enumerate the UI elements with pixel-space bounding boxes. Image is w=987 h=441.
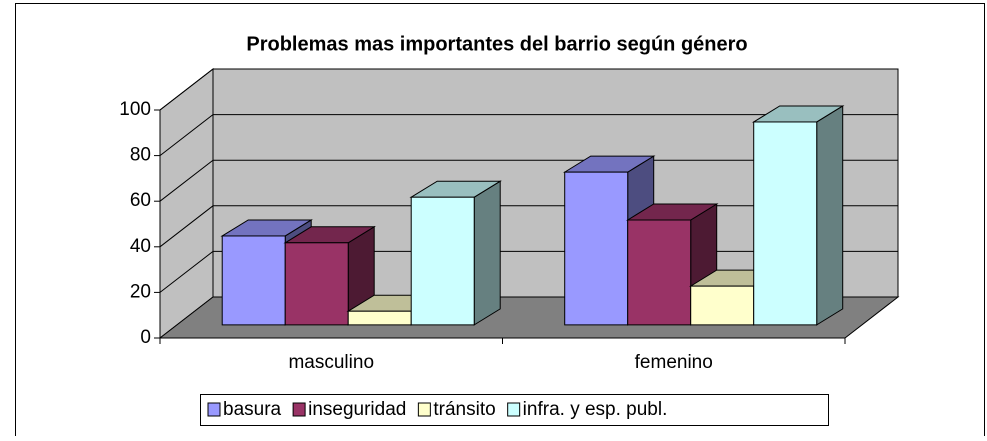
legend-label: tránsito [433,399,495,420]
bar [409,180,502,326]
bar-front [284,242,349,326]
bar-side [473,180,501,326]
legend-label: inseguridad [308,399,406,420]
bar-front [627,219,692,326]
grid-line [159,159,898,202]
y-tick-label: 80 [130,145,151,166]
bar-front [564,171,629,326]
x-tick-label: femenino [635,352,713,373]
bar-front [347,310,412,326]
y-tick-label: 40 [130,236,151,257]
bar-side [816,105,844,326]
chart-title: Problemas mas importantes del barrio seg… [246,33,747,55]
y-tick-label: 20 [130,281,151,302]
legend-swatch [507,402,521,417]
bar-front [753,121,818,326]
legend-label: infra. y esp. publ. [523,399,668,420]
legend-label: basura [223,399,282,420]
y-tick-label: 60 [130,190,151,211]
grid-line [159,68,898,111]
legend-swatch [207,402,221,417]
bar-front [221,235,286,326]
y-tick-label: 100 [119,99,151,120]
legend-swatch [292,402,306,417]
bar [751,105,845,326]
bar-front [690,285,755,326]
bar-front [410,196,475,326]
x-tick-label: masculino [288,352,374,373]
y-tick-label: 0 [140,327,151,348]
side-wall [159,67,214,340]
grid-line [159,114,898,156]
legend-swatch [417,402,431,417]
